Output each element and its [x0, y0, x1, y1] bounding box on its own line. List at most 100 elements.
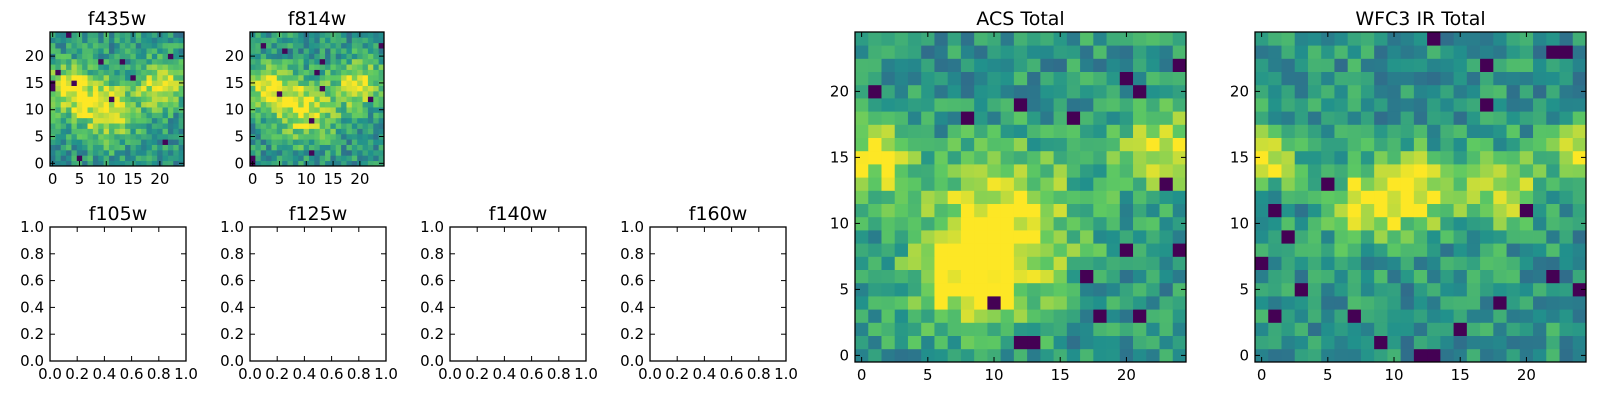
x-tick-label: 0.4	[492, 365, 516, 383]
heatmap-cell	[1506, 269, 1521, 284]
heatmap-cell	[55, 64, 62, 70]
heatmap-cell	[868, 243, 882, 257]
heatmap-cell	[1119, 71, 1134, 86]
heatmap-cell	[1334, 216, 1349, 231]
heatmap-cell	[1466, 296, 1481, 310]
heatmap-cell	[82, 123, 88, 129]
heatmap-cell	[1466, 84, 1481, 99]
heatmap-cell	[87, 128, 94, 135]
heatmap-cell	[92, 139, 99, 145]
heatmap-cell	[346, 85, 353, 92]
heatmap-cell	[1093, 230, 1107, 244]
heatmap-cell	[325, 37, 331, 44]
heatmap-cell	[1172, 282, 1187, 297]
axes-frame	[649, 226, 787, 362]
heatmap-cell	[1506, 282, 1521, 297]
heatmap-cell	[255, 96, 262, 103]
heatmap-cell	[1040, 296, 1054, 310]
heatmap-cell	[157, 58, 163, 65]
heatmap-cell	[119, 149, 126, 156]
heatmap-cell	[947, 322, 962, 336]
heatmap-cell	[1255, 84, 1269, 99]
y-tick-label: 10	[1230, 214, 1249, 232]
heatmap-cell	[167, 42, 174, 49]
heatmap-cell	[135, 160, 142, 167]
heatmap-cell	[947, 58, 962, 72]
heatmap-cell	[362, 139, 369, 145]
heatmap-cell	[1440, 335, 1454, 350]
x-tick-label: 15	[1051, 366, 1070, 384]
y-tick-label: 20	[830, 82, 849, 100]
heatmap-cell	[1000, 32, 1015, 46]
heatmap-cell	[298, 123, 304, 129]
heatmap-cell	[50, 155, 56, 162]
heatmap-cell	[1347, 322, 1362, 336]
heatmap-cell	[373, 74, 380, 81]
heatmap-cell	[1080, 124, 1094, 138]
heatmap-cell	[351, 101, 358, 108]
heatmap-cell	[71, 112, 78, 119]
heatmap-cell	[1027, 282, 1041, 297]
heatmap-cell	[266, 107, 272, 113]
heatmap-cell	[335, 128, 342, 135]
heatmap-cell	[868, 348, 882, 363]
heatmap-cell	[255, 74, 262, 81]
heatmap-cell	[314, 58, 321, 65]
heatmap-cell	[1533, 71, 1547, 86]
heatmap-cell	[1559, 150, 1574, 165]
heatmap-cell	[1066, 203, 1081, 218]
heatmap-cell	[1413, 137, 1428, 152]
heatmap-cell	[303, 101, 310, 108]
heatmap-cell	[1053, 203, 1068, 218]
heatmap-cell	[1427, 45, 1441, 59]
heatmap-cell	[87, 112, 94, 119]
heatmap-cell	[103, 133, 110, 140]
heatmap-cell	[87, 133, 94, 140]
heatmap-cell	[1387, 164, 1402, 178]
heatmap-cell	[1159, 71, 1174, 86]
heatmap-cell	[260, 85, 267, 92]
heatmap-cell	[260, 128, 267, 135]
heatmap-cell	[146, 133, 153, 140]
heatmap-cell	[250, 123, 256, 129]
heatmap-cell	[141, 144, 147, 151]
heatmap-cell	[1268, 84, 1282, 99]
heatmap-cell	[130, 155, 137, 162]
heatmap-cell	[255, 107, 262, 113]
heatmap-cell	[173, 74, 180, 81]
heatmap-cell	[378, 101, 385, 108]
heatmap-cell	[1572, 190, 1587, 204]
heatmap-cell	[1493, 84, 1507, 99]
heatmap-cell	[357, 112, 363, 119]
heatmap-cell	[1281, 98, 1296, 112]
heatmap-cell	[167, 53, 174, 60]
heatmap-cell	[921, 230, 935, 244]
heatmap-cell	[1066, 309, 1081, 323]
heatmap-cell	[125, 90, 131, 97]
heatmap-cell	[1506, 71, 1521, 86]
heatmap-cell	[1294, 230, 1309, 244]
heatmap-cell	[1400, 348, 1415, 363]
heatmap-cell	[55, 96, 62, 103]
heatmap-cell	[92, 101, 99, 108]
heatmap-cell	[151, 117, 158, 124]
heatmap-cell	[974, 269, 988, 284]
heatmap-cell	[1440, 164, 1454, 178]
heatmap-cell	[1106, 216, 1121, 231]
heatmap-cell	[1307, 256, 1322, 270]
heatmap-cell	[1321, 32, 1335, 46]
heatmap-cell	[1387, 348, 1402, 363]
heatmap-cell	[351, 42, 358, 49]
heatmap-cell	[98, 37, 104, 44]
heatmap-cell	[1146, 58, 1160, 72]
x-tick-label: 0.0	[38, 365, 62, 383]
heatmap-cell	[55, 69, 62, 76]
heatmap-cell	[1427, 282, 1441, 297]
heatmap-cell	[1572, 269, 1587, 284]
heatmap-cell	[1106, 45, 1121, 59]
heatmap-cell	[1519, 335, 1534, 350]
x-tick-label: 0.4	[292, 365, 316, 383]
heatmap-cell	[282, 155, 288, 162]
heatmap-cell	[1427, 190, 1441, 204]
heatmap-cell	[114, 96, 121, 103]
